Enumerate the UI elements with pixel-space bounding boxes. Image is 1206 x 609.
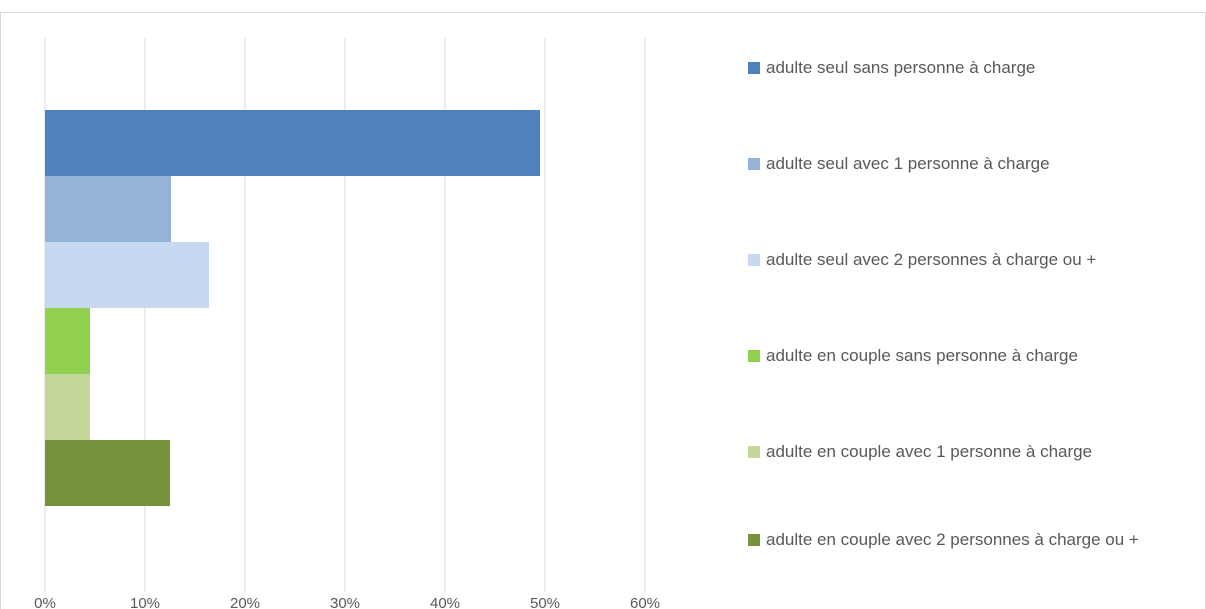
chart-border [0, 12, 1206, 609]
bar [45, 110, 540, 176]
legend-label: adulte seul avec 2 personnes à charge ou… [766, 250, 1097, 269]
x-tick-label: 50% [530, 595, 560, 609]
x-tick-label: 40% [430, 595, 460, 609]
legend-swatch [748, 534, 760, 546]
legend-label: adulte seul sans personne à charge [766, 58, 1036, 77]
x-tick-label: 60% [630, 595, 660, 609]
legend-item: adulte seul avec 2 personnes à charge ou… [748, 248, 1188, 272]
legend-swatch [748, 254, 760, 266]
legend-item: adulte en couple avec 2 personnes à char… [748, 528, 1188, 552]
legend-swatch [748, 350, 760, 362]
x-axis-ticks: 0% 10% 20% 30% 40% 50% 60% [34, 595, 660, 609]
x-tick-label: 10% [130, 595, 160, 609]
legend-label: adulte seul avec 1 personne à charge [766, 154, 1050, 173]
legend-swatch [748, 62, 760, 74]
legend-item: adulte seul avec 1 personne à charge [748, 152, 1188, 176]
bar [45, 242, 209, 308]
x-tick-label: 0% [34, 595, 56, 609]
bar [45, 176, 171, 242]
bars [45, 110, 540, 506]
legend-item: adulte en couple avec 1 personne à charg… [748, 440, 1188, 464]
legend-label: adulte en couple avec 1 personne à charg… [766, 442, 1093, 461]
bar [45, 308, 90, 374]
x-tick-label: 30% [330, 595, 360, 609]
bar [45, 440, 170, 506]
legend-item: adulte seul sans personne à charge [748, 56, 1188, 80]
legend-item: adulte en couple sans personne à charge [748, 344, 1188, 368]
legend-label: adulte en couple avec 2 personnes à char… [766, 530, 1139, 549]
legend-swatch [748, 446, 760, 458]
x-tick-label: 20% [230, 595, 260, 609]
legend-swatch [748, 158, 760, 170]
legend-label: adulte en couple sans personne à charge [766, 346, 1078, 365]
bar [45, 374, 90, 440]
